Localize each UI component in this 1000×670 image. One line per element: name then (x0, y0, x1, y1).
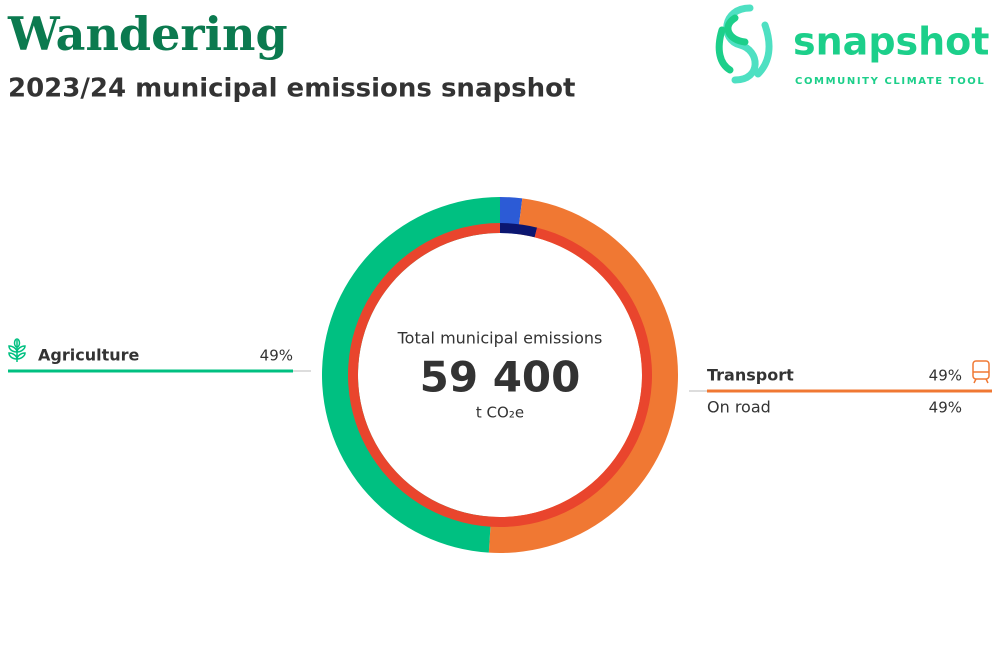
logo-text: snapshot (793, 20, 989, 64)
title: Wandering (7, 7, 288, 61)
subsector-arc (500, 223, 538, 238)
legend-label: Transport (707, 366, 794, 385)
center-total: 59 400 (420, 353, 581, 402)
logo-mark (724, 14, 749, 46)
icon-line (973, 378, 977, 384)
sector-arc (322, 197, 500, 553)
logo-mark (723, 4, 759, 84)
legend-value: 49% (929, 367, 962, 385)
subtitle: 2023/24 municipal emissions snapshot (8, 74, 575, 104)
icon-line (985, 378, 989, 384)
icon-leaf (13, 338, 21, 348)
center-title: Total municipal emissions (397, 329, 603, 348)
sub-legend-value: 49% (929, 399, 962, 417)
icon-body (972, 360, 990, 380)
icon-leaf (8, 352, 26, 360)
sub-legend-label: On road (707, 398, 771, 417)
logo-mark (715, 26, 734, 74)
logo (715, 4, 773, 84)
center-unit: t CO₂e (476, 404, 524, 422)
sector-arc (488, 198, 678, 553)
legend-value: 49% (260, 347, 293, 365)
icon-leaf (8, 345, 26, 353)
tagline: COMMUNITY CLIMATE TOOL (795, 76, 985, 87)
legend-label: Agriculture (38, 346, 140, 365)
logo-mark (754, 21, 773, 78)
agriculture-icon (8, 338, 26, 362)
transport-icon (972, 360, 990, 384)
